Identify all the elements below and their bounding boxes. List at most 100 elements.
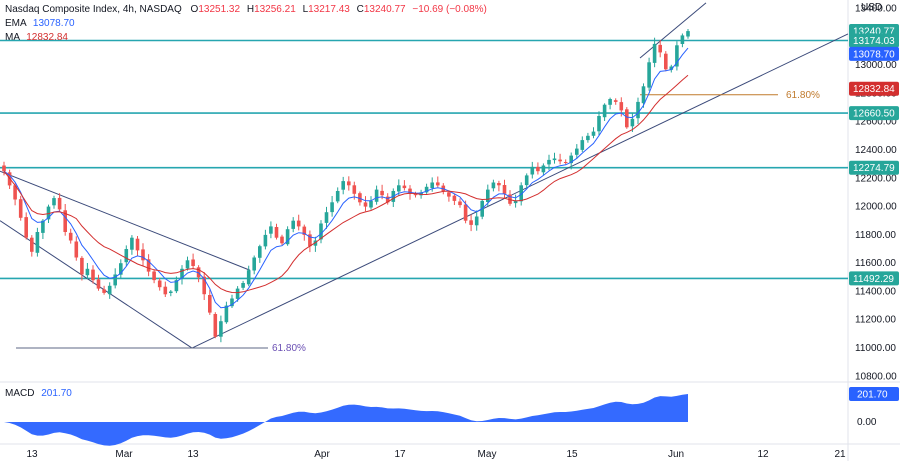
price-tag-label: 13174.03 bbox=[853, 36, 895, 47]
candle-body bbox=[219, 321, 223, 337]
y-tick-label: 12400.00 bbox=[855, 145, 897, 156]
candle-body bbox=[558, 159, 562, 162]
currency-label: USD bbox=[861, 2, 882, 13]
candle-body bbox=[41, 220, 45, 233]
candle-body bbox=[474, 216, 479, 226]
candle-body bbox=[224, 305, 229, 323]
ma-row[interactable]: MA 12832.84 bbox=[5, 31, 487, 45]
candle-body bbox=[91, 269, 95, 281]
ema-value: 13078.70 bbox=[32, 18, 75, 29]
candle-body bbox=[513, 200, 518, 204]
candle-body bbox=[241, 283, 245, 288]
macd-tag-label: 201.70 bbox=[857, 390, 888, 401]
x-tick-label: 13 bbox=[26, 449, 38, 460]
price-tag-label: 12660.50 bbox=[853, 109, 895, 120]
ema-row[interactable]: EMA 13078.70 bbox=[5, 17, 487, 31]
price-change: −10.69 (−0.08%) bbox=[412, 4, 487, 15]
candles bbox=[2, 29, 690, 343]
candle-body bbox=[324, 212, 329, 223]
price-tag bbox=[849, 106, 899, 121]
steep-trend-line bbox=[639, 2, 707, 59]
candle-body bbox=[619, 102, 624, 111]
candle-body bbox=[536, 166, 540, 172]
ohlc-open-value: 13251.32 bbox=[198, 4, 241, 15]
y-tick-label: 11200.00 bbox=[855, 315, 896, 326]
macd-value: 201.70 bbox=[41, 388, 72, 399]
symbol-title: Nasdaq Composite Index, 4h, NASDAQ bbox=[5, 4, 182, 15]
candle-body bbox=[613, 100, 618, 102]
ma-line bbox=[3, 74, 689, 294]
price-axis[interactable]: 13400.0013000.0012800.0012600.0012400.00… bbox=[849, 2, 899, 401]
candle-body bbox=[658, 44, 662, 53]
x-tick-label: Jun bbox=[668, 449, 684, 460]
channel-upper-line bbox=[0, 170, 251, 271]
candle-body bbox=[413, 193, 418, 196]
ema-label: EMA bbox=[5, 18, 27, 29]
price-tag bbox=[849, 271, 899, 286]
time-axis[interactable]: 13 Mar 13 Apr 17 May 15 Jun 12 21 bbox=[26, 449, 846, 460]
candle-body bbox=[358, 193, 362, 203]
candle-body bbox=[146, 259, 151, 272]
ohlc-close-value: 13240.77 bbox=[363, 4, 406, 15]
price-tag bbox=[849, 81, 899, 96]
candle-body bbox=[180, 268, 184, 279]
candle-body bbox=[508, 194, 512, 204]
candle-body bbox=[519, 185, 523, 202]
macd-label: MACD bbox=[5, 388, 35, 399]
candle-body bbox=[152, 271, 156, 281]
price-tag-label: 12274.79 bbox=[853, 163, 895, 174]
candle-body bbox=[491, 182, 496, 189]
macd-legend[interactable]: MACD 201.70 bbox=[5, 388, 72, 399]
macd-tag bbox=[849, 387, 899, 401]
trendlines[interactable]: 61.80% 61.80% bbox=[0, 2, 849, 354]
candle-body bbox=[2, 165, 6, 172]
horizontal-levels[interactable] bbox=[0, 39, 848, 280]
ema-line bbox=[3, 47, 689, 309]
candle-body bbox=[647, 62, 651, 88]
candle-body bbox=[424, 186, 429, 193]
candle-body bbox=[552, 158, 557, 161]
macd-zero-label: 0.00 bbox=[857, 417, 877, 428]
candle-body bbox=[263, 234, 268, 247]
y-tick-label: 12600.00 bbox=[855, 117, 897, 128]
x-tick-label: Apr bbox=[314, 449, 330, 460]
candle-body bbox=[547, 159, 551, 165]
candle-body bbox=[124, 249, 129, 263]
candle-body bbox=[57, 197, 62, 210]
y-tick-label: 11600.00 bbox=[855, 258, 896, 269]
x-tick-label: May bbox=[478, 449, 497, 460]
candle-body bbox=[102, 289, 106, 293]
ohlc-low-value: 13217.43 bbox=[308, 4, 350, 15]
candle-body bbox=[335, 191, 340, 202]
candle-body bbox=[46, 206, 51, 220]
x-tick-label: 21 bbox=[834, 449, 846, 460]
candle-body bbox=[80, 257, 84, 275]
y-tick-label: 13400.00 bbox=[855, 4, 897, 15]
ohlc-high-key: H bbox=[246, 4, 255, 15]
candle-body bbox=[302, 226, 307, 235]
candle-body bbox=[330, 202, 334, 213]
fib-lower-label: 61.80% bbox=[272, 343, 306, 354]
candle-body bbox=[586, 135, 590, 141]
candle-body bbox=[24, 217, 28, 238]
candle-body bbox=[597, 116, 601, 132]
candle-body bbox=[246, 270, 251, 285]
candle-body bbox=[430, 182, 434, 188]
candle-body bbox=[524, 175, 529, 186]
candle-body bbox=[486, 189, 490, 202]
candle-body bbox=[675, 45, 679, 67]
price-tag-label: 13240.77 bbox=[853, 27, 895, 38]
candle-body bbox=[258, 246, 262, 258]
candle-body bbox=[541, 165, 546, 173]
candle-body bbox=[563, 162, 568, 163]
candle-body bbox=[96, 279, 101, 289]
y-tick-label: 12200.00 bbox=[855, 173, 897, 184]
candle-body bbox=[385, 196, 390, 203]
candle-body bbox=[18, 199, 23, 218]
candle-body bbox=[157, 280, 162, 288]
candle-body bbox=[458, 201, 462, 206]
symbol-row: Nasdaq Composite Index, 4h, NASDAQ O1325… bbox=[5, 3, 487, 17]
candle-body bbox=[107, 285, 112, 295]
